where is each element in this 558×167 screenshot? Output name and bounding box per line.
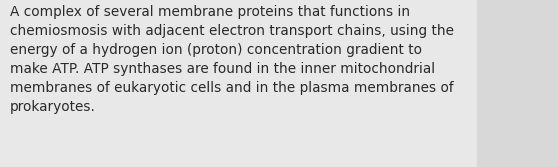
- Text: A complex of several membrane proteins that functions in
chemiosmosis with adjac: A complex of several membrane proteins t…: [10, 5, 454, 114]
- Bar: [477, 0, 558, 167]
